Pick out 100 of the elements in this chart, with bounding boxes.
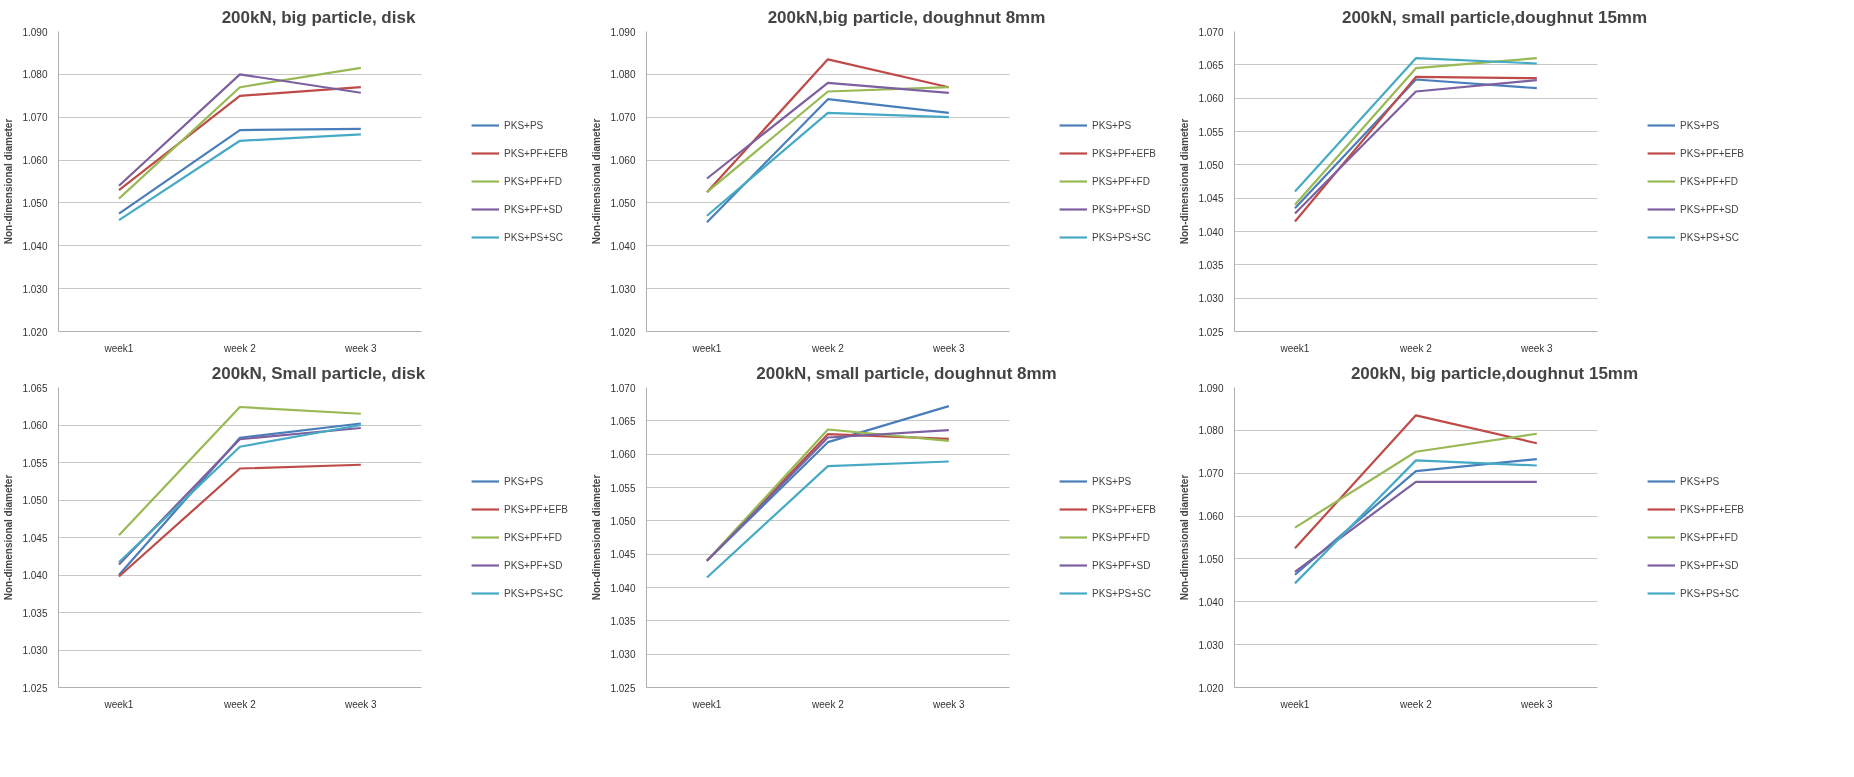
legend-label: PKS+PS	[1680, 475, 1720, 487]
y-tick-label: 1.025	[1198, 326, 1224, 338]
y-axis-title: Non-dimensional diameter	[591, 474, 603, 601]
chart-title: 200kN, small particle,doughnut 15mm	[1341, 7, 1648, 27]
y-tick-label: 1.070	[22, 112, 48, 124]
x-tick-label: week1	[103, 342, 134, 354]
y-tick-label: 1.055	[22, 457, 48, 469]
x-tick-label: week1	[103, 698, 134, 710]
y-tick-label: 1.080	[1198, 425, 1224, 437]
legend-label: PKS+PF+FD	[504, 175, 562, 187]
y-tick-label: 1.060	[22, 155, 48, 167]
x-tick-label: week 3	[931, 342, 966, 354]
y-tick-label: 1.050	[1198, 159, 1224, 171]
y-axis-title: Non-dimensional diameter	[3, 474, 15, 601]
x-tick-label: week 2	[1399, 698, 1433, 710]
y-axis-title: Non-dimensional diameter	[1179, 118, 1191, 245]
y-tick-label: 1.030	[22, 283, 48, 295]
legend-label: PKS+PS+SC	[504, 231, 563, 243]
legend-label: PKS+PF+EFB	[1092, 147, 1156, 159]
x-tick-label: week 3	[1519, 342, 1554, 354]
x-tick-label: week 2	[811, 698, 845, 710]
y-tick-label: 1.020	[22, 326, 48, 338]
y-tick-label: 1.040	[1198, 226, 1224, 238]
y-tick-label: 1.045	[1198, 193, 1224, 205]
chart-title: 200kN,big particle, doughnut 8mm	[767, 7, 1046, 27]
x-tick-label: week1	[691, 698, 722, 710]
x-tick-label: week 3	[343, 342, 378, 354]
x-tick-label: week 2	[223, 342, 257, 354]
chart-title: 200kN, big particle,doughnut 15mm	[1350, 363, 1639, 383]
y-tick-label: 1.050	[22, 495, 48, 506]
legend-label: PKS+PF+EFB	[1680, 503, 1744, 515]
y-tick-label: 1.040	[610, 582, 636, 594]
y-tick-label: 1.040	[22, 570, 48, 581]
legend-label: PKS+PS	[504, 475, 544, 487]
chart-title: 200kN, big particle, disk	[221, 7, 416, 27]
y-tick-label: 1.040	[610, 240, 636, 252]
legend-label: PKS+PF+SD	[1092, 559, 1151, 571]
legend-label: PKS+PF+EFB	[1092, 503, 1156, 515]
y-tick-label: 1.080	[610, 69, 636, 81]
y-tick-label: 1.065	[22, 382, 48, 394]
y-tick-label: 1.070	[1198, 26, 1224, 38]
legend-label: PKS+PF+FD	[504, 531, 562, 543]
legend-label: PKS+PF+SD	[504, 203, 563, 215]
x-tick-label: week 2	[811, 342, 845, 354]
x-tick-label: week 2	[223, 698, 257, 710]
y-tick-label: 1.090	[610, 26, 636, 38]
y-tick-label: 1.035	[1198, 259, 1224, 271]
y-tick-label: 1.050	[1198, 553, 1224, 565]
legend-label: PKS+PS	[1680, 119, 1720, 131]
y-axis-title: Non-dimensional diameter	[1179, 474, 1191, 601]
legend-label: PKS+PF+EFB	[504, 503, 568, 515]
legend-label: PKS+PS+SC	[1092, 587, 1151, 599]
y-tick-label: 1.060	[22, 420, 48, 431]
y-tick-label: 1.040	[1198, 596, 1224, 608]
legend-label: PKS+PF+SD	[1680, 559, 1739, 571]
y-tick-label: 1.070	[1198, 468, 1224, 480]
legend-label: PKS+PF+FD	[1092, 531, 1150, 543]
x-tick-label: week 3	[1519, 698, 1554, 710]
x-tick-label: week1	[691, 342, 722, 354]
y-tick-label: 1.080	[22, 69, 48, 81]
legend-label: PKS+PS	[1092, 475, 1132, 487]
x-tick-label: week1	[1279, 342, 1310, 354]
y-tick-label: 1.020	[610, 326, 636, 338]
y-tick-label: 1.045	[610, 549, 636, 561]
legend-label: PKS+PS+SC	[504, 587, 563, 599]
y-axis-title: Non-dimensional diameter	[3, 118, 15, 245]
y-tick-label: 1.030	[1198, 639, 1224, 651]
y-tick-label: 1.090	[22, 26, 48, 38]
x-tick-label: week 3	[343, 698, 378, 710]
legend-label: PKS+PF+EFB	[1680, 147, 1744, 159]
legend-label: PKS+PF+FD	[1092, 175, 1150, 187]
legend-label: PKS+PS	[1092, 119, 1132, 131]
y-axis-title: Non-dimensional diameter	[591, 118, 603, 245]
y-tick-label: 1.060	[610, 449, 636, 461]
y-tick-label: 1.055	[1198, 126, 1224, 138]
legend-label: PKS+PF+FD	[1680, 175, 1738, 187]
y-tick-label: 1.060	[1198, 511, 1224, 523]
legend-label: PKS+PF+SD	[1092, 203, 1151, 215]
x-tick-label: week 2	[1399, 342, 1433, 354]
y-tick-label: 1.090	[1198, 382, 1224, 394]
legend-label: PKS+PS+SC	[1680, 587, 1739, 599]
x-tick-label: week 3	[931, 698, 966, 710]
y-tick-label: 1.030	[1198, 293, 1224, 305]
chart-title: 200kN, small particle, doughnut 8mm	[756, 363, 1057, 383]
legend-label: PKS+PS+SC	[1092, 231, 1151, 243]
y-tick-label: 1.035	[22, 607, 48, 619]
y-tick-label: 1.030	[610, 649, 636, 661]
y-tick-label: 1.070	[610, 112, 636, 124]
y-tick-label: 1.020	[1198, 682, 1224, 694]
y-tick-label: 1.050	[22, 197, 48, 209]
y-tick-label: 1.030	[22, 645, 48, 656]
y-tick-label: 1.045	[22, 532, 48, 544]
y-tick-label: 1.065	[1198, 59, 1224, 71]
y-tick-label: 1.070	[610, 382, 636, 394]
y-tick-label: 1.055	[610, 482, 636, 494]
legend-label: PKS+PF+FD	[1680, 531, 1738, 543]
legend-label: PKS+PS+SC	[1680, 231, 1739, 243]
chart-title: 200kN, Small particle, disk	[211, 363, 426, 383]
y-tick-label: 1.065	[610, 415, 636, 427]
y-tick-label: 1.025	[610, 682, 636, 694]
